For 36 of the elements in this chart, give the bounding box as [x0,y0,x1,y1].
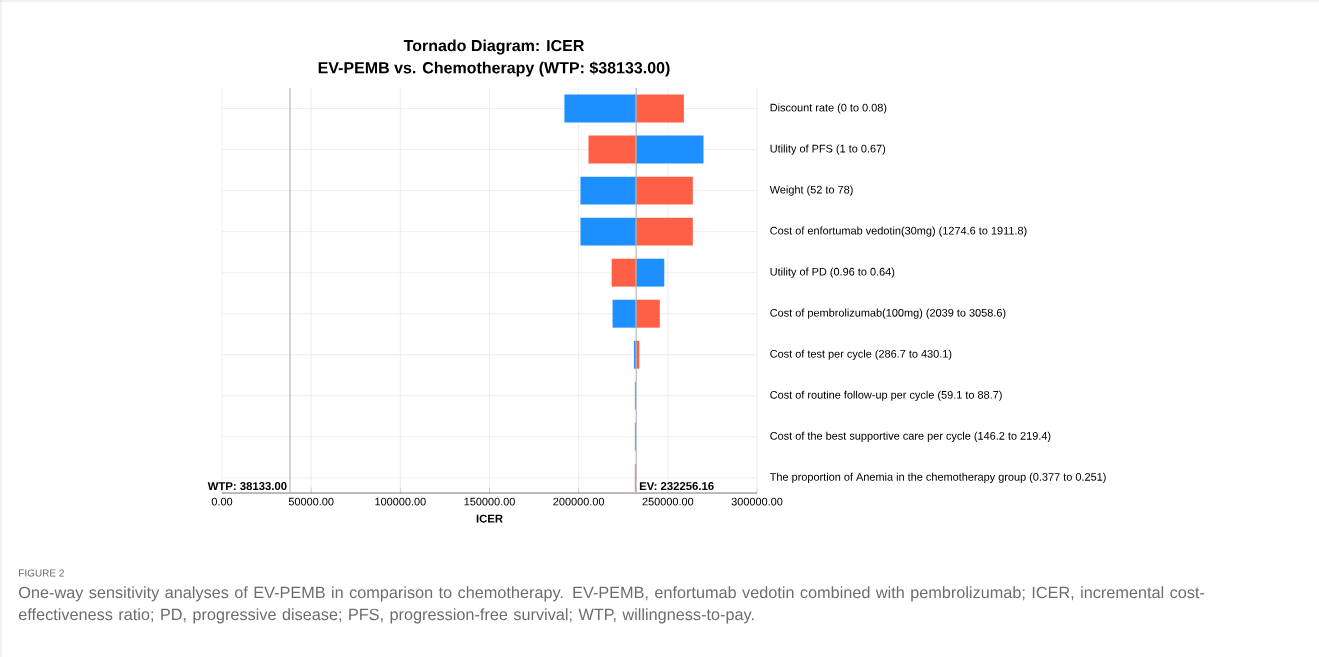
y-tick-label: Cost of the best supportive care per cycle (146.2 to 219.4) [770,431,1051,442]
y-tick-label: Cost of test per cycle (286.7 to 430.1) [770,349,952,360]
x-tick-label: 50000.00 [288,497,334,506]
x-axis-title: ICER [476,514,503,523]
x-tick-label: 0.00 [211,497,233,506]
y-tick-label: The proportion of Anemia in the chemotherapy group (0.377 to 0.251) [769,472,1106,483]
chart-title: Tornado Diagram: ICER [403,39,585,55]
bar [635,135,704,164]
x-tick-label: 250000.00 [642,497,694,506]
bar [580,217,636,246]
bar [635,176,693,205]
y-tick-label: Discount rate (0 to 0.08) [770,103,887,114]
bar [611,258,636,287]
x-tick-label: 200000.00 [553,497,605,506]
y-tick-label: Cost of pembrolizumab(100mg) (2039 to 3058.6) [770,308,1006,319]
x-tick-label: 100000.00 [375,497,426,506]
ref-line-label: EV: 232256.16 [639,482,714,491]
bar [588,135,636,164]
bar [635,299,660,328]
bar [635,258,665,287]
bar [635,217,693,246]
bar [580,176,636,205]
y-tick-label: Utility of PD (0.96 to 0.64) [770,267,895,278]
x-tick-label: 150000.00 [464,497,515,506]
text: One-way sensitivity analyses of EV-PEMB in comparison to chemotherapy. EV-PEMB, enfortumab vedotin combined with pembrolizumab; ICER, incremental cost-effectiveness ratio; PD, progressive disease; PFS, progression-free survival; WTP, willingness-to-pay. [18,586,1205,624]
y-tick-label: Cost of routine follow-up per cycle (59.1 to 88.7) [770,390,1002,401]
y-tick-label: Utility of PFS (1 to 0.67) [770,144,886,155]
y-tick-label: Weight (52 to 78) [769,185,853,196]
y-tick-label: Cost of enfortumab vedotin(30mg) (1274.6 to 1911.8) [770,226,1027,237]
bar [612,299,636,328]
caption: FIGURE 2 [19,569,64,577]
x-tick-label: 300000.00 [731,497,783,506]
chart-subtitle: EV-PEMB vs. Chemotherapy (WTP: $38133.00) [318,61,670,77]
bar [564,94,636,123]
ref-line-label: WTP: 38133.00 [207,482,287,491]
bar [635,94,684,123]
